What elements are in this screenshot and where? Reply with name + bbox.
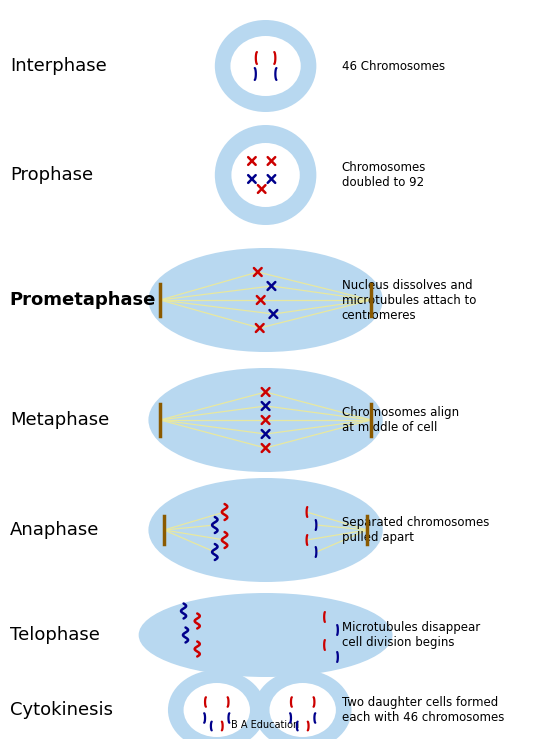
Text: Two daughter cells formed
each with 46 chromosomes: Two daughter cells formed each with 46 c… [342, 696, 504, 724]
Ellipse shape [230, 36, 301, 96]
Text: Anaphase: Anaphase [10, 521, 99, 539]
Ellipse shape [184, 683, 250, 737]
Text: Separated chromosomes
pulled apart: Separated chromosomes pulled apart [342, 516, 489, 544]
Ellipse shape [269, 683, 336, 737]
Ellipse shape [215, 20, 317, 112]
Ellipse shape [215, 125, 317, 225]
Text: B A Education: B A Education [231, 720, 300, 730]
Ellipse shape [168, 670, 266, 739]
Text: 46 Chromosomes: 46 Chromosomes [342, 60, 445, 72]
Ellipse shape [231, 143, 300, 207]
Text: Microtubules disappear
cell division begins: Microtubules disappear cell division beg… [342, 621, 480, 649]
Text: Prophase: Prophase [10, 166, 93, 184]
Ellipse shape [138, 593, 393, 677]
Ellipse shape [148, 368, 383, 472]
Text: Telophase: Telophase [10, 626, 99, 644]
Text: Metaphase: Metaphase [10, 411, 109, 429]
Text: Chromosomes align
at middle of cell: Chromosomes align at middle of cell [342, 406, 459, 434]
Text: Cytokinesis: Cytokinesis [10, 701, 113, 719]
Ellipse shape [254, 670, 351, 739]
Text: Chromosomes
doubled to 92: Chromosomes doubled to 92 [342, 161, 426, 189]
Text: Interphase: Interphase [10, 57, 106, 75]
Ellipse shape [148, 248, 383, 352]
Ellipse shape [148, 478, 383, 582]
Text: Prometaphase: Prometaphase [10, 291, 156, 309]
Text: Nucleus dissolves and
microtubules attach to
centromeres: Nucleus dissolves and microtubules attac… [342, 279, 476, 321]
